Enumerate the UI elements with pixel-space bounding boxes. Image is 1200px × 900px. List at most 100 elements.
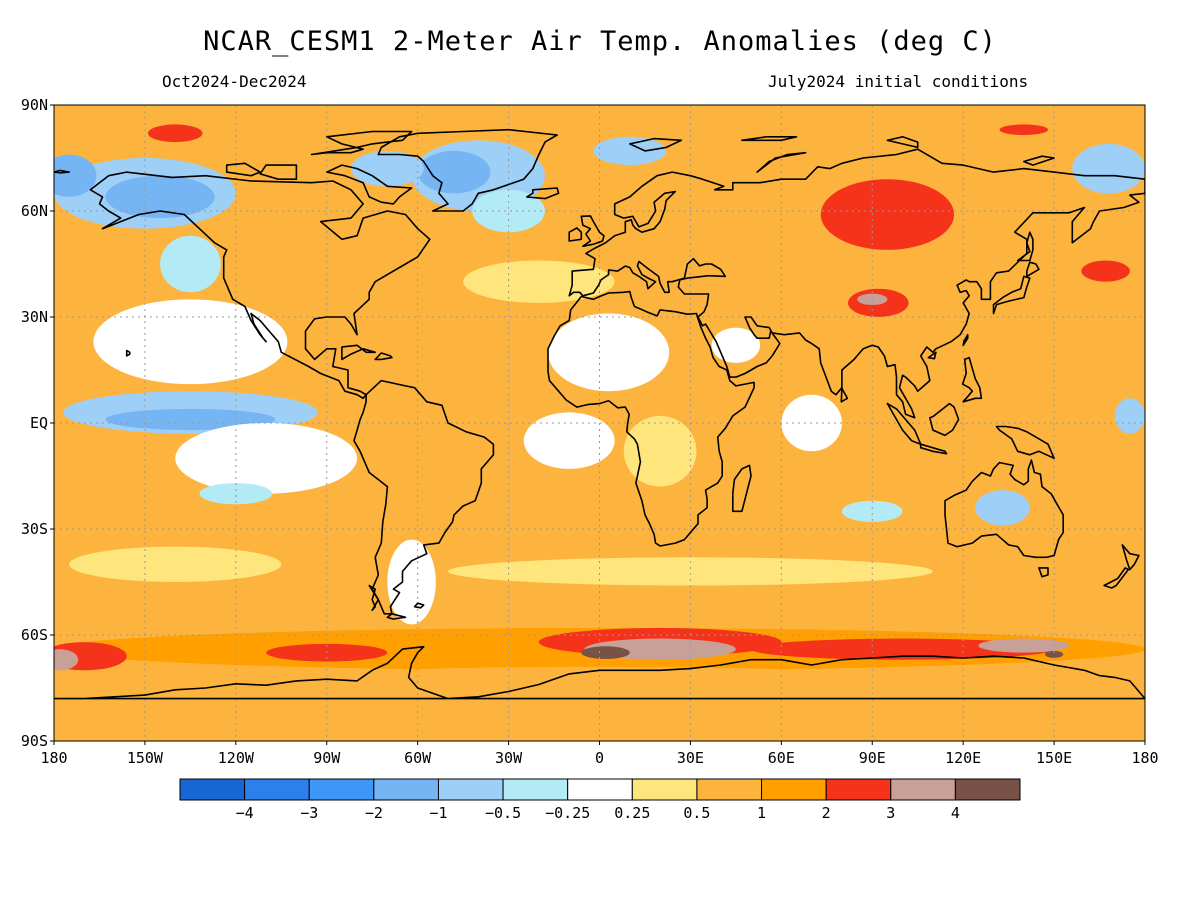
region-southern-ocean-warm-2 xyxy=(751,638,1055,660)
region-south-pacific-mild xyxy=(69,546,282,582)
colorbar-swatch xyxy=(890,778,956,801)
colorbar-tick-label: 3 xyxy=(886,804,895,822)
coastline xyxy=(1103,567,1130,589)
region-indian-ocean-cool xyxy=(841,500,903,522)
region-west-pacific-cool xyxy=(1114,398,1145,434)
lat-tick-label: 90N xyxy=(21,96,48,114)
region-ne-pacific-cool xyxy=(160,235,221,293)
coastline xyxy=(992,275,1031,315)
coastline xyxy=(944,459,1064,559)
coastline xyxy=(310,130,413,156)
colorbar-swatch xyxy=(502,778,569,801)
region-arabia-neutral xyxy=(711,327,761,363)
region-patagonia-neutral xyxy=(387,539,436,625)
coastline xyxy=(962,333,969,347)
initial-conditions: July2024 initial conditions xyxy=(768,72,1029,91)
lon-tick-label: 60W xyxy=(404,749,432,767)
coastline xyxy=(341,344,377,361)
lon-tick-label: 150W xyxy=(127,749,164,767)
coastline xyxy=(961,356,983,403)
coastline xyxy=(840,387,849,403)
lon-tick-label: 180 xyxy=(1131,749,1158,767)
coastline xyxy=(325,164,413,205)
region-midlat-north-mild xyxy=(463,260,615,303)
map-title: NCAR_CESM1 2-Meter Air Temp. Anomalies (… xyxy=(203,26,997,57)
coastline xyxy=(1026,261,1040,278)
coastline xyxy=(386,612,407,620)
coastlines xyxy=(54,128,1145,700)
lon-tick-label: 60E xyxy=(768,749,795,767)
grid-lines xyxy=(54,105,1145,741)
lon-tick-label: 150E xyxy=(1036,749,1072,767)
coastline xyxy=(1016,231,1034,262)
colorbar-swatch xyxy=(179,778,246,801)
colorbar-tick-label: 1 xyxy=(757,804,766,822)
region-siberia-warm xyxy=(820,179,955,250)
lat-tick-label: EQ xyxy=(30,414,48,432)
colorbar-tick-label: −1 xyxy=(429,804,447,822)
colorbar-swatch xyxy=(954,778,1021,801)
region-arctic-warm xyxy=(147,124,203,143)
lon-tick-label: 180 xyxy=(40,749,67,767)
colorbar-tick-label: −0.5 xyxy=(485,804,521,822)
colorbar-tick-label: 4 xyxy=(951,804,960,822)
coastline xyxy=(756,151,807,173)
coastline xyxy=(731,464,752,513)
lon-tick-label: 0 xyxy=(595,749,604,767)
region-npacific-warm xyxy=(1081,260,1130,282)
coastline xyxy=(413,602,425,609)
region-antarctica xyxy=(54,666,1145,741)
lon-tick-label: 120W xyxy=(218,749,255,767)
colorbar-swatch xyxy=(437,778,504,801)
coastline xyxy=(225,162,261,177)
colorbar-swatch xyxy=(696,778,763,801)
coastline xyxy=(568,227,583,242)
region-bering-cold xyxy=(54,154,97,197)
coastline xyxy=(927,351,937,360)
coastline xyxy=(377,128,558,212)
lon-labels: 180 150W 120W 90W 60W 30W 0 30E 60E 90E 120E 150E 18… xyxy=(40,741,1159,767)
colorbar-tick-label: −4 xyxy=(236,804,254,822)
lat-labels: 90N 60N 30N EQ 30S 60S 90S xyxy=(21,96,54,750)
colorbar-tick-label: −0.25 xyxy=(545,804,590,822)
region-africa-mild xyxy=(623,415,697,487)
lon-tick-label: 120E xyxy=(945,749,981,767)
coastline xyxy=(368,584,380,612)
coastline xyxy=(995,425,1055,460)
coastline xyxy=(89,171,431,400)
region-equatorial-pacific-colder xyxy=(105,408,276,431)
colorbar-swatch xyxy=(244,778,310,801)
coastline xyxy=(580,215,605,248)
region-north-atlantic-cool xyxy=(472,189,545,233)
region-eastern-pacific-cool xyxy=(93,299,288,385)
lat-tick-label: 90S xyxy=(21,732,48,750)
coastline xyxy=(374,352,393,361)
coastline xyxy=(54,645,1145,700)
coastline xyxy=(628,137,683,152)
lon-tick-label: 90E xyxy=(859,749,886,767)
coastline xyxy=(1022,155,1055,166)
region-greenland-colder xyxy=(417,150,491,194)
forecast-period: Oct2024-Dec2024 xyxy=(162,72,307,91)
colorbar-tick-label: 2 xyxy=(822,804,831,822)
colorbar-swatch xyxy=(825,778,892,801)
colorbar-tick-label: −2 xyxy=(365,804,383,822)
region-se-pacific-neutral xyxy=(175,423,358,494)
colorbar-tick-label: 0.25 xyxy=(614,804,650,822)
coastline xyxy=(525,187,560,200)
region-southern-ocean-max xyxy=(581,646,630,660)
region-australia-cool xyxy=(975,490,1030,526)
colorbar: −4 −3 −2 −1 −0.5 −0.25 0.25 0.5 1 2 3 4 xyxy=(179,778,1021,822)
anomaly-regions xyxy=(54,124,1145,741)
coastline xyxy=(353,379,495,615)
lat-tick-label: 60N xyxy=(21,202,48,220)
colorbar-swatch xyxy=(567,778,633,801)
coastline xyxy=(54,169,70,174)
region-south-ocean-cool-band xyxy=(447,557,933,586)
region-southern-ocean-hot-2 xyxy=(978,638,1070,653)
region-barents-cold xyxy=(593,136,667,166)
region-alaska-colder xyxy=(105,175,215,219)
region-southern-ocean-hot-3 xyxy=(54,649,79,671)
coastline xyxy=(125,349,131,357)
